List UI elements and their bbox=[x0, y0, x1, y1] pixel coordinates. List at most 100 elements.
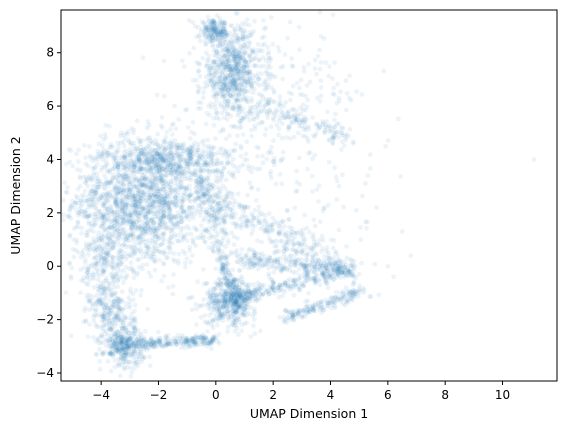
data-point bbox=[142, 184, 147, 190]
data-point bbox=[119, 334, 125, 340]
data-point bbox=[161, 231, 167, 237]
data-point bbox=[155, 228, 161, 234]
data-point bbox=[238, 143, 244, 149]
data-point bbox=[129, 180, 134, 185]
data-point bbox=[257, 64, 263, 69]
data-point bbox=[261, 34, 267, 40]
data-point bbox=[140, 166, 146, 172]
data-point bbox=[123, 130, 129, 136]
data-point bbox=[238, 76, 244, 82]
data-point bbox=[137, 210, 142, 216]
data-point bbox=[368, 166, 373, 171]
data-point bbox=[92, 223, 97, 228]
data-point bbox=[69, 265, 75, 271]
data-point bbox=[337, 98, 342, 104]
data-point bbox=[137, 235, 143, 240]
data-point bbox=[172, 196, 177, 201]
data-point bbox=[114, 255, 120, 261]
data-point bbox=[168, 207, 173, 212]
data-point bbox=[338, 89, 343, 95]
data-point bbox=[108, 238, 114, 244]
data-point bbox=[156, 192, 161, 197]
data-point bbox=[132, 196, 138, 202]
data-point bbox=[197, 73, 203, 79]
data-point bbox=[169, 214, 175, 219]
data-point bbox=[197, 235, 203, 241]
data-point bbox=[115, 161, 121, 167]
data-point bbox=[116, 222, 121, 228]
data-point bbox=[84, 208, 89, 213]
data-point bbox=[93, 217, 98, 222]
data-point bbox=[183, 186, 189, 191]
data-point bbox=[312, 57, 318, 63]
data-point bbox=[272, 74, 278, 80]
data-point bbox=[144, 262, 150, 267]
data-point bbox=[90, 188, 96, 194]
data-point bbox=[259, 71, 265, 76]
data-point bbox=[189, 307, 195, 313]
data-point bbox=[134, 184, 139, 190]
data-point bbox=[83, 198, 89, 204]
data-point bbox=[146, 194, 152, 200]
data-point bbox=[119, 261, 125, 266]
data-point bbox=[98, 340, 104, 345]
data-point bbox=[113, 271, 119, 277]
data-point bbox=[105, 197, 111, 202]
data-point bbox=[179, 184, 185, 189]
data-point bbox=[138, 195, 143, 201]
data-point bbox=[140, 262, 146, 268]
data-point bbox=[152, 191, 158, 197]
data-point bbox=[180, 58, 185, 64]
data-point bbox=[196, 176, 202, 182]
data-point bbox=[99, 220, 105, 226]
data-point bbox=[104, 180, 109, 186]
data-point bbox=[101, 289, 106, 295]
data-point bbox=[184, 160, 189, 166]
data-point bbox=[194, 195, 200, 201]
data-point bbox=[197, 38, 203, 44]
data-point bbox=[147, 135, 153, 141]
data-point bbox=[169, 139, 174, 144]
data-point bbox=[134, 207, 140, 213]
data-point bbox=[168, 178, 174, 184]
data-point bbox=[213, 168, 219, 174]
data-point bbox=[122, 206, 128, 212]
data-point bbox=[105, 230, 111, 236]
data-point bbox=[175, 199, 181, 205]
data-point bbox=[145, 220, 150, 226]
data-point bbox=[236, 268, 242, 274]
data-point bbox=[143, 254, 149, 260]
data-point bbox=[138, 246, 144, 252]
data-point bbox=[158, 164, 164, 170]
data-point bbox=[145, 345, 151, 350]
data-point bbox=[145, 152, 151, 158]
data-point bbox=[128, 260, 134, 266]
data-point bbox=[141, 228, 147, 234]
data-point bbox=[222, 311, 228, 317]
data-point bbox=[154, 92, 160, 98]
data-point bbox=[217, 315, 223, 321]
data-point bbox=[128, 244, 134, 250]
data-point bbox=[172, 258, 178, 264]
data-point bbox=[82, 188, 88, 194]
data-point bbox=[133, 359, 139, 365]
data-point bbox=[140, 237, 146, 242]
data-point bbox=[127, 214, 133, 219]
data-point bbox=[102, 186, 107, 192]
data-point bbox=[79, 225, 85, 231]
data-point bbox=[77, 183, 83, 189]
data-point bbox=[193, 161, 199, 167]
data-point bbox=[130, 316, 136, 322]
data-point bbox=[145, 184, 151, 190]
data-point bbox=[139, 138, 145, 143]
data-point bbox=[152, 148, 157, 153]
data-point bbox=[176, 184, 181, 190]
data-point bbox=[184, 158, 190, 164]
data-point bbox=[211, 123, 217, 128]
data-point bbox=[113, 304, 119, 310]
data-point bbox=[326, 73, 332, 79]
data-point bbox=[197, 203, 202, 209]
data-point bbox=[251, 72, 257, 78]
data-point bbox=[85, 201, 91, 207]
data-point bbox=[297, 47, 302, 53]
